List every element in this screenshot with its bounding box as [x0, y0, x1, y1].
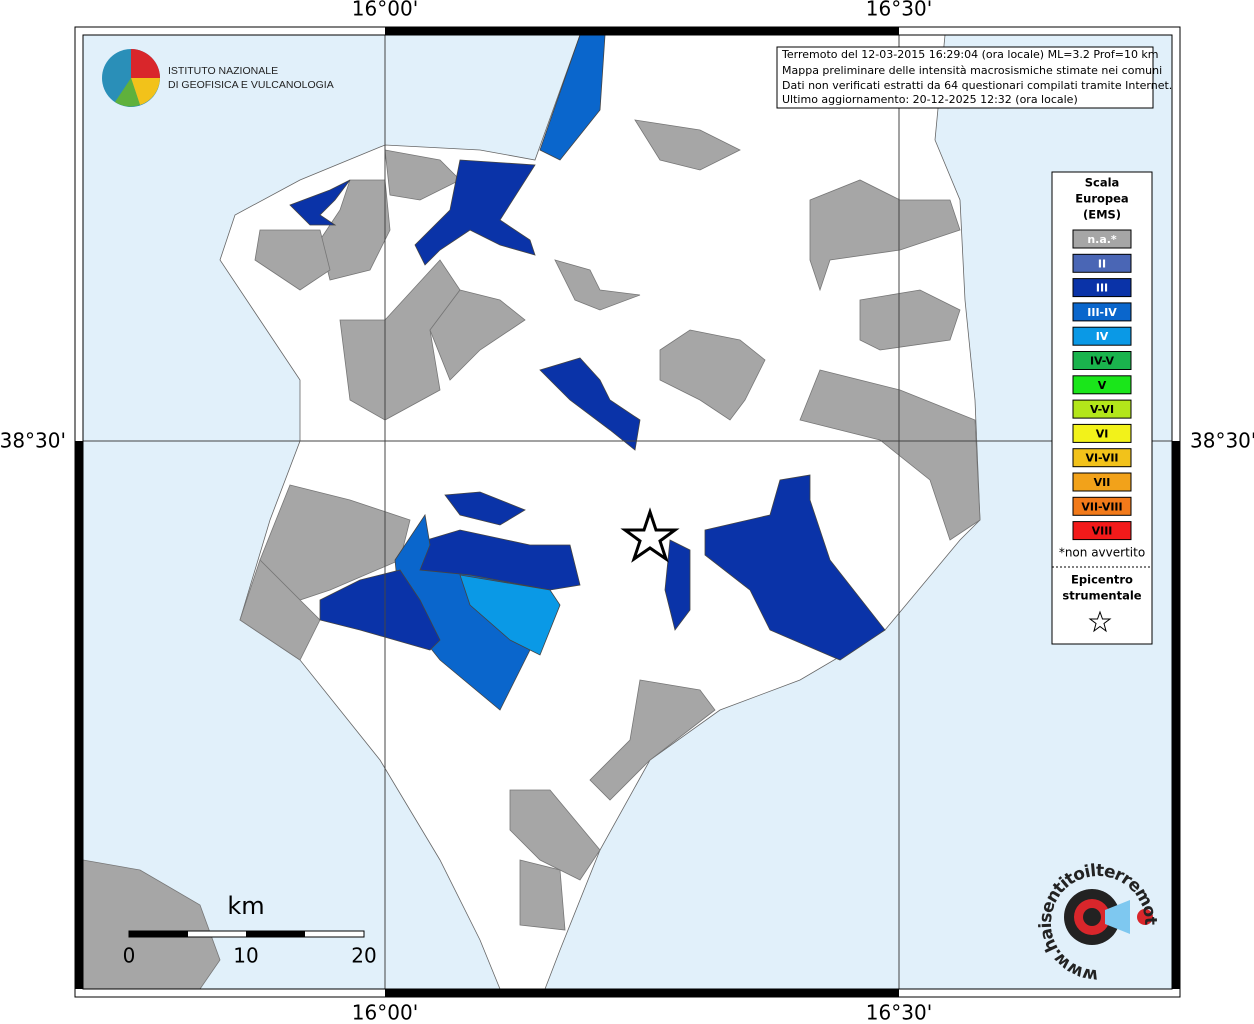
info-line: Mappa preliminare delle intensità macros… — [782, 64, 1162, 77]
lon-label: 16°00' — [352, 0, 418, 21]
info-line: Dati non verificati estratti da 64 quest… — [782, 79, 1172, 92]
legend-label: IV — [1096, 330, 1109, 343]
ingv-logo: ISTITUTO NAZIONALE DI GEOFISICA E VULCAN… — [102, 49, 334, 107]
legend-title: Europea — [1075, 192, 1128, 206]
legend-swatch — [1072, 496, 1132, 516]
legend-label: V — [1098, 379, 1107, 392]
legend-swatch — [1072, 472, 1132, 492]
municipalities — [239, 119, 981, 931]
intensity-areas — [289, 35, 886, 711]
lon-label: 16°30' — [866, 1001, 932, 1024]
legend-note: *non avvertito — [1059, 546, 1145, 560]
legend-epicentre: Epicentro — [1071, 573, 1133, 587]
legend-swatch — [1072, 229, 1132, 249]
map — [83, 35, 1172, 989]
legend-label: VI — [1096, 427, 1109, 440]
scale-unit: km — [227, 892, 264, 920]
scale-bar: km 0 10 20 — [123, 892, 377, 968]
legend-label: VII-VIII — [1081, 500, 1122, 513]
legend-title: (EMS) — [1083, 208, 1121, 222]
legend-swatch — [1072, 399, 1132, 419]
lat-label: 38°30' — [0, 429, 66, 453]
legend: Scala Europea (EMS) *non avvertito Epice… — [1051, 171, 1153, 645]
legend-epicentre: strumentale — [1062, 589, 1141, 603]
epicentre-star — [620, 507, 680, 563]
legend-swatch — [1072, 521, 1132, 541]
legend-swatch — [1072, 326, 1132, 346]
lon-label: 16°00' — [352, 1001, 418, 1024]
legend-label: VII — [1094, 476, 1111, 489]
legend-swatch — [1072, 448, 1132, 468]
legend-label: VI-VII — [1085, 452, 1118, 465]
frame — [74, 26, 1181, 998]
lon-label: 16°30' — [866, 0, 932, 21]
lat-label: 38°30' — [1190, 429, 1254, 453]
legend-label: II — [1098, 257, 1106, 270]
legend-label: IV-V — [1090, 355, 1115, 368]
legend-swatch — [1072, 253, 1132, 273]
info-box: Terremoto del 12-03-2015 16:29:04 (ora l… — [776, 46, 1172, 109]
legend-label: V-VI — [1090, 403, 1114, 416]
graticule — [83, 35, 1172, 989]
legend-swatch — [1072, 302, 1132, 322]
legend-swatch — [1072, 278, 1132, 298]
legend-swatch — [1072, 351, 1132, 370]
logo-text: DI GEOFISICA E VULCANOLOGIA — [168, 79, 334, 91]
legend-label: VIII — [1092, 525, 1113, 538]
scale-tick: 20 — [351, 944, 376, 968]
logo-text: ISTITUTO NAZIONALE — [168, 65, 278, 77]
legend-title: Scala — [1085, 176, 1120, 190]
land — [219, 35, 981, 989]
legend-swatch — [1072, 423, 1132, 443]
scale-tick: 10 — [233, 944, 258, 968]
legend-star — [1088, 610, 1112, 633]
sicily — [83, 859, 221, 989]
legend-label: n.a.* — [1087, 233, 1117, 246]
scale-tick: 0 — [123, 944, 136, 968]
legend-label: III — [1096, 282, 1108, 295]
legend-label: III-IV — [1087, 306, 1117, 319]
legend-swatch — [1072, 375, 1132, 395]
info-line: Terremoto del 12-03-2015 16:29:04 (ora l… — [781, 48, 1159, 61]
info-line: Ultimo aggiornamento: 20-12-2025 12:32 (… — [782, 93, 1078, 106]
